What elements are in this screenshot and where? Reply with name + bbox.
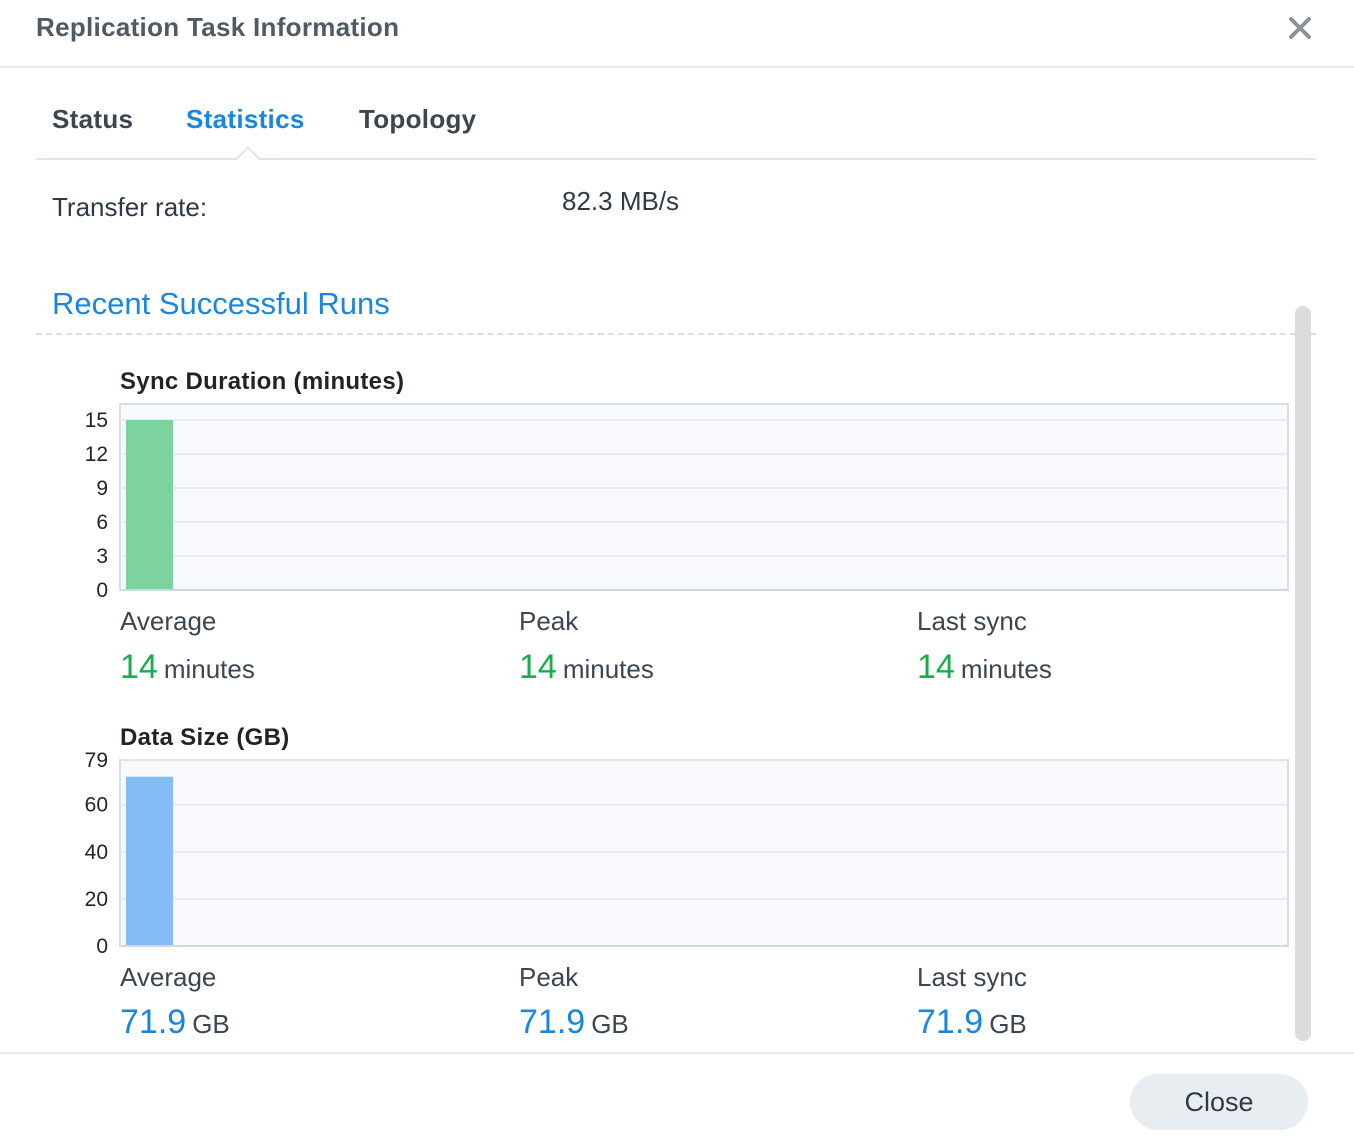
data-size-chart-title: Data Size (GB) xyxy=(120,724,290,751)
transfer-rate-value: 82.3 MB/s xyxy=(562,186,680,216)
scrollbar[interactable] xyxy=(1295,306,1311,1041)
sync-duration-y-tick-label: 9 xyxy=(96,477,108,500)
data-size-y-tick-label: 20 xyxy=(85,888,108,911)
size-last-sync-label: Last sync xyxy=(917,962,1027,992)
data-size-y-tick-label: 79 xyxy=(85,749,108,772)
size-last-sync-unit: GB xyxy=(989,1009,1027,1039)
sync-duration-bar xyxy=(126,420,173,590)
size-peak-number: 71.9 xyxy=(519,1003,586,1041)
data-size-bar xyxy=(126,776,173,946)
section-title: Recent Successful Runs xyxy=(52,286,390,321)
size-peak-unit: GB xyxy=(591,1009,629,1039)
sync-duration-chart-title: Sync Duration (minutes) xyxy=(120,368,405,395)
duration-last-sync-label: Last sync xyxy=(917,606,1027,636)
sync-duration-y-tick-label: 3 xyxy=(96,545,108,568)
sync-duration-y-tick-label: 6 xyxy=(96,511,108,534)
duration-average-value: 14 minutes xyxy=(120,648,255,687)
duration-peak-value: 14 minutes xyxy=(519,648,654,687)
tab-topology[interactable]: Topology xyxy=(359,104,477,134)
size-peak-label: Peak xyxy=(519,962,579,992)
size-average-value: 71.9 GB xyxy=(120,1003,230,1042)
tab-statistics[interactable]: Statistics xyxy=(186,104,305,134)
section-divider xyxy=(36,333,1316,335)
sync-duration-y-tick-label: 0 xyxy=(96,579,108,602)
duration-average-label: Average xyxy=(120,606,217,636)
size-average-unit: GB xyxy=(192,1009,230,1039)
duration-peak-label: Peak xyxy=(519,606,579,636)
close-button[interactable]: Close xyxy=(1130,1074,1308,1130)
size-average-label: Average xyxy=(120,962,217,992)
duration-last-sync-unit: minutes xyxy=(960,654,1052,684)
sync-duration-y-tick-label: 15 xyxy=(85,409,108,432)
duration-last-sync-number: 14 xyxy=(917,648,955,686)
duration-average-unit: minutes xyxy=(163,654,255,684)
size-last-sync-number: 71.9 xyxy=(917,1003,984,1041)
sync-duration-plot-area xyxy=(119,403,1289,591)
duration-peak-number: 14 xyxy=(519,648,557,686)
data-size-y-tick-label: 0 xyxy=(96,935,108,958)
tab-bar: Status Statistics Topology xyxy=(36,90,1316,160)
transfer-rate-label: Transfer rate: xyxy=(52,192,208,222)
sync-duration-y-tick-label: 12 xyxy=(85,443,108,466)
duration-peak-unit: minutes xyxy=(562,654,654,684)
data-size-plot-area xyxy=(119,759,1289,947)
data-size-y-tick-label: 40 xyxy=(85,841,108,864)
close-icon[interactable] xyxy=(1284,12,1316,44)
data-size-y-tick-label: 60 xyxy=(85,794,108,817)
dialog-footer: Close xyxy=(0,1052,1354,1146)
dialog-title: Replication Task Information xyxy=(36,12,400,42)
data-size-chart: 0 20 40 60 79 xyxy=(85,749,1289,958)
sync-duration-chart: 0 3 6 9 12 15 xyxy=(85,403,1289,602)
size-last-sync-value: 71.9 GB xyxy=(917,1003,1027,1042)
duration-last-sync-value: 14 minutes xyxy=(917,648,1052,687)
tab-status[interactable]: Status xyxy=(52,104,134,134)
size-average-number: 71.9 xyxy=(120,1003,187,1041)
size-peak-value: 71.9 GB xyxy=(519,1003,629,1042)
title-bar: Replication Task Information xyxy=(0,0,1354,68)
duration-average-number: 14 xyxy=(120,648,158,686)
